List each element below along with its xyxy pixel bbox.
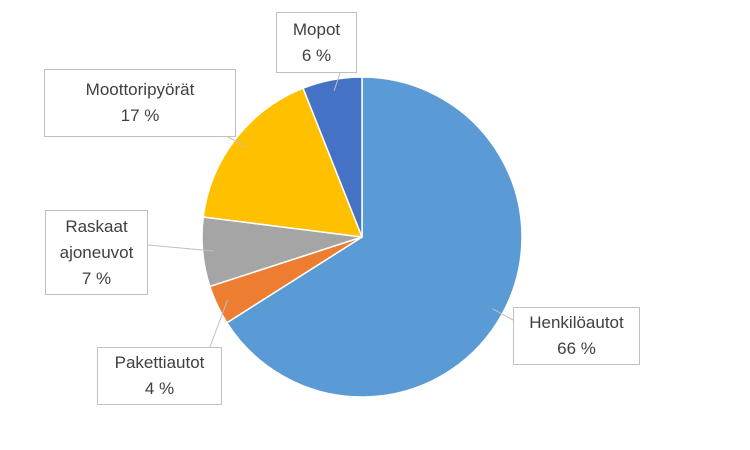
pie-slice	[202, 87, 364, 238]
label-category: Raskaat ajoneuvot	[59, 216, 134, 262]
data-label: Moottoripyörät 17 %	[44, 69, 236, 137]
data-label: Raskaat ajoneuvot 7 %	[45, 210, 148, 295]
label-value: 66 %	[557, 339, 596, 358]
leader-line	[227, 136, 245, 147]
label-category: Moottoripyörät	[85, 80, 195, 99]
label-value: 4 %	[144, 379, 175, 398]
label-value: 7 %	[81, 268, 112, 288]
label-category: Henkilöautot	[529, 313, 624, 332]
label-category: Mopot	[292, 19, 341, 39]
label-value: 17 %	[120, 106, 160, 125]
leader-line	[209, 300, 228, 348]
data-label: Mopot 6 %	[276, 12, 357, 73]
leader-line	[147, 244, 214, 252]
label-category: Pakettiautot	[114, 353, 205, 372]
data-label: Pakettiautot 4 %	[97, 347, 222, 405]
pie-slice	[302, 76, 363, 238]
data-label: Henkilöautot 66 %	[513, 307, 640, 365]
leader-line	[333, 72, 341, 91]
label-value: 6 %	[301, 45, 332, 65]
leader-line	[492, 308, 514, 321]
